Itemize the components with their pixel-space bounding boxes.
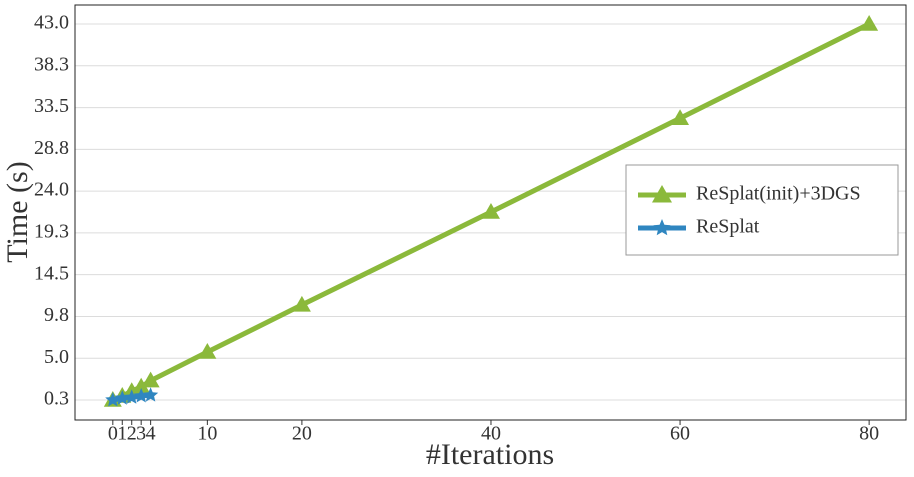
marker [105, 392, 121, 407]
x-tick-label: 0 [108, 423, 118, 445]
legend-label: ReSplat [696, 216, 760, 238]
marker [143, 387, 159, 402]
marker [292, 295, 311, 312]
marker [124, 389, 140, 404]
marker [481, 203, 500, 219]
marker [860, 15, 879, 31]
x-tick-label: 40 [481, 423, 501, 445]
y-tick-label: 24.0 [34, 179, 69, 201]
marker [132, 377, 151, 394]
legend-marker [653, 219, 671, 236]
y-tick-label: 33.5 [34, 95, 69, 117]
x-tick-label: 80 [859, 423, 879, 445]
y-tick-label: 43.0 [34, 12, 69, 34]
x-tick-label: 60 [670, 423, 690, 445]
marker [114, 390, 130, 405]
plot-frame [74, 4, 907, 421]
x-tick-label: 3 [136, 423, 146, 445]
y-axis-label: Time (s) [1, 161, 34, 262]
y-tick-label: 38.3 [34, 53, 69, 75]
x-tick-label: 2 [127, 423, 137, 445]
x-axis-label: #Iterations [426, 438, 554, 471]
marker [141, 371, 160, 388]
legend-marker [652, 185, 672, 203]
x-tick-label: 20 [292, 423, 312, 445]
x-tick-label: 4 [146, 423, 156, 445]
x-tick-label: 10 [197, 423, 217, 445]
legend-label: ReSplat(init)+3DGS [696, 183, 861, 205]
marker [198, 343, 217, 359]
y-tick-label: 19.3 [34, 220, 69, 242]
y-tick-label: 5.0 [44, 346, 69, 368]
marker [133, 388, 149, 403]
marker [671, 109, 690, 125]
y-tick-label: 0.3 [44, 388, 69, 410]
legend-box [625, 164, 899, 256]
y-tick-label: 14.5 [34, 262, 69, 284]
x-tick-label: 1 [117, 423, 127, 445]
y-tick-label: 28.8 [34, 137, 69, 159]
y-tick-label: 9.8 [44, 304, 69, 326]
